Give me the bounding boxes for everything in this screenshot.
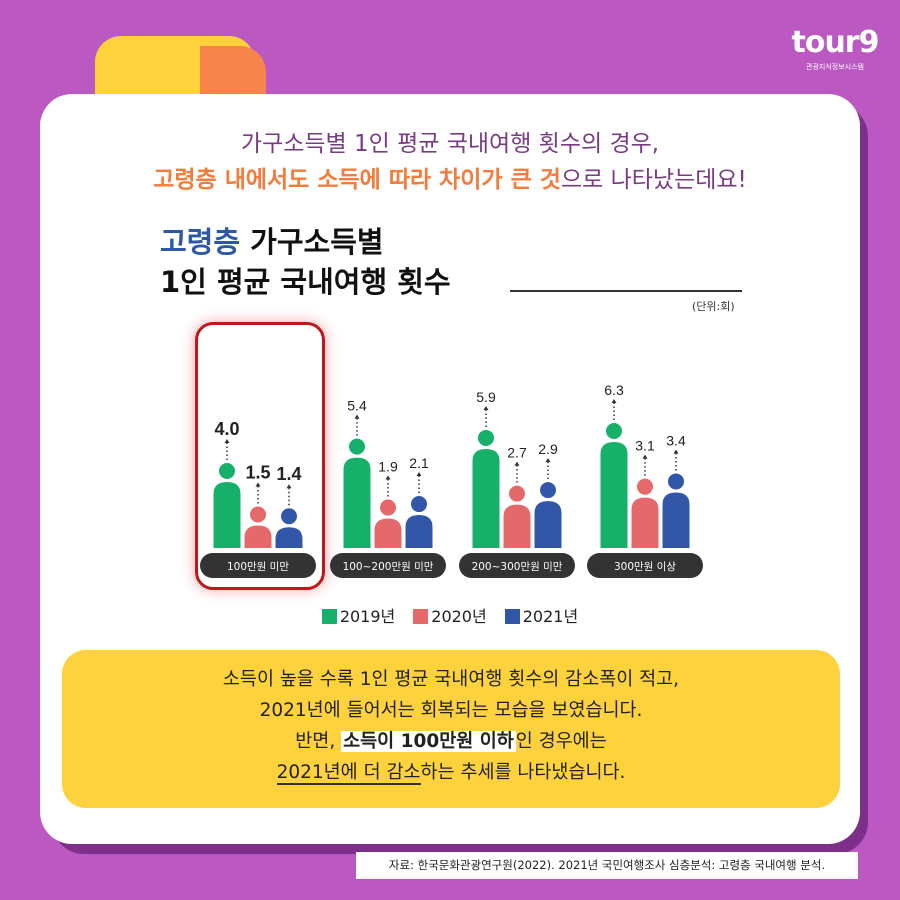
data-label: 2.1 xyxy=(409,455,429,471)
data-label: 1.9 xyxy=(378,459,398,475)
bar-head xyxy=(380,499,396,516)
summary-line: 소득이 높을 수록 1인 평균 국내여행 횟수의 감소폭이 적고, xyxy=(222,669,680,690)
title-rule xyxy=(510,290,742,292)
bar xyxy=(600,441,628,548)
bar-head xyxy=(509,485,525,502)
bar xyxy=(534,501,562,548)
category-pill xyxy=(200,553,316,578)
bar-head xyxy=(637,478,653,495)
data-label: 5.4 xyxy=(347,398,367,414)
bar xyxy=(472,448,500,548)
legend-label: 2021년 xyxy=(522,607,579,626)
headline: 가구소득별 1인 평균 국내여행 횟수의 경우, 고령층 내에서도 소득에 따라… xyxy=(0,126,900,198)
summary-text: 반면, xyxy=(295,731,342,752)
legend-label: 2019년 xyxy=(339,607,396,626)
unit-label: (단위:회) xyxy=(692,300,735,313)
bar xyxy=(503,504,531,548)
bar-head xyxy=(219,463,235,479)
data-label: 4.0 xyxy=(214,419,239,439)
bar xyxy=(275,527,303,548)
bar xyxy=(374,518,402,548)
category-label: 300만원 이상 xyxy=(614,561,676,573)
leader-arrow xyxy=(416,472,422,477)
data-label: 2.7 xyxy=(507,445,527,461)
category-label: 100~200만원 미만 xyxy=(343,561,434,573)
bar xyxy=(343,457,371,548)
summary-text: 인 경우에는 xyxy=(515,731,607,752)
legend-label: 2020년 xyxy=(431,607,487,626)
logo-subtitle: 관광지식정보시스템 xyxy=(806,63,864,71)
bar xyxy=(405,515,433,548)
headline-emphasis: 고령층 내에서도 소득에 따라 차이가 큰 것 xyxy=(153,167,561,193)
leader-arrow xyxy=(354,414,360,419)
leader-arrow xyxy=(514,461,520,466)
bar-head xyxy=(606,422,622,439)
leader-arrow xyxy=(224,439,230,443)
highlight-box xyxy=(195,322,325,590)
category-pill xyxy=(459,553,575,578)
bar-head xyxy=(411,496,427,513)
logo-mark: tour9 xyxy=(791,25,880,60)
title-line2: 1인 평균 국내여행 횟수 xyxy=(160,265,451,299)
data-label: 3.4 xyxy=(666,432,686,448)
legend-item: 2019년 xyxy=(321,603,396,627)
leader-arrow xyxy=(611,398,617,403)
bar xyxy=(662,492,690,548)
data-label: 1.4 xyxy=(276,464,301,484)
summary-box: 소득이 높을 수록 1인 평균 국내여행 횟수의 감소폭이 적고, 2021년에… xyxy=(62,650,840,808)
leader-arrow xyxy=(673,449,679,454)
bar xyxy=(213,482,241,548)
bar xyxy=(244,525,272,548)
summary-underline: 2021년에 더 감소 xyxy=(276,762,421,785)
logo: tour9 관광지식정보시스템 xyxy=(780,26,890,72)
data-label: 6.3 xyxy=(604,382,624,398)
bar-head xyxy=(668,473,684,490)
data-label: 3.1 xyxy=(635,438,655,454)
bar-head xyxy=(281,508,297,525)
data-label: 2.9 xyxy=(538,441,558,457)
summary-line: 2021년에 들어서는 회복되는 모습을 보였습니다. xyxy=(259,700,643,721)
data-label: 5.9 xyxy=(476,389,496,405)
summary-text: 하는 추세를 나타냈습니다. xyxy=(420,762,626,783)
headline-line1: 가구소득별 1인 평균 국내여행 횟수의 경우, xyxy=(240,131,660,157)
bar-head xyxy=(540,482,556,499)
bar-head xyxy=(250,506,266,523)
legend-item: 2020년 xyxy=(413,603,487,627)
category-pill xyxy=(330,553,446,578)
bar xyxy=(631,497,659,548)
leader-arrow xyxy=(286,484,292,489)
headline-rest: 으로 나타났는데요! xyxy=(560,167,747,193)
bar-head xyxy=(349,438,365,455)
category-label: 200~300만원 미만 xyxy=(472,561,563,573)
data-label: 1.5 xyxy=(245,463,270,483)
category-label: 100만원 미만 xyxy=(227,561,289,573)
title-emphasis: 고령층 xyxy=(160,225,241,259)
legend-item: 2021년 xyxy=(504,603,579,627)
leader-arrow xyxy=(642,454,648,459)
category-pill xyxy=(587,553,703,578)
leader-arrow xyxy=(483,405,489,410)
leader-arrow xyxy=(545,458,551,463)
source-note: 자료: 한국문화관광연구원(2022). 2021년 국민여행조사 심층분석: … xyxy=(356,852,858,879)
summary-highlight: 소득이 100만원 이하 xyxy=(341,731,516,752)
title-rest: 가구소득별 xyxy=(250,225,384,259)
chart-title: 고령층 가구소득별 1인 평균 국내여행 횟수 xyxy=(160,222,451,302)
leader-arrow xyxy=(385,475,391,480)
legend: 2019년 2020년 2021년 xyxy=(0,603,900,627)
bar-head xyxy=(478,429,494,446)
leader-arrow xyxy=(255,482,261,487)
